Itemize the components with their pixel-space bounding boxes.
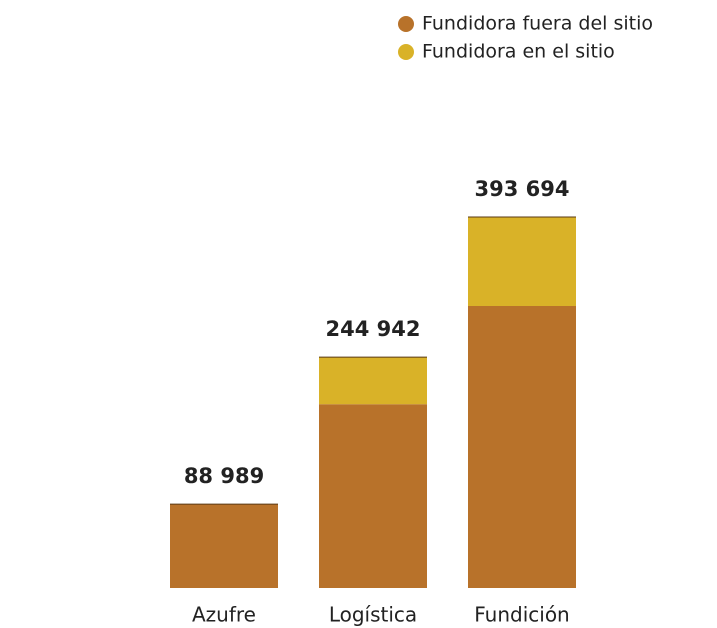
total-label: 88 989 [184, 464, 264, 488]
x-tick-label: Logística [329, 603, 417, 627]
x-tick-label: Azufre [192, 603, 256, 627]
bar-segment [468, 216, 576, 307]
x-tick-label: Fundición [474, 603, 569, 627]
legend-label: Fundidora en el sitio [422, 41, 615, 63]
bar-segment [170, 504, 278, 588]
bar-segment [468, 306, 576, 588]
legend-swatch [398, 44, 414, 60]
bar-segment [319, 357, 427, 405]
bar-segment [319, 404, 427, 588]
total-label: 244 942 [326, 317, 421, 341]
legend-label: Fundidora fuera del sitio [422, 13, 653, 35]
legend-swatch [398, 16, 414, 32]
total-label: 393 694 [475, 177, 570, 201]
